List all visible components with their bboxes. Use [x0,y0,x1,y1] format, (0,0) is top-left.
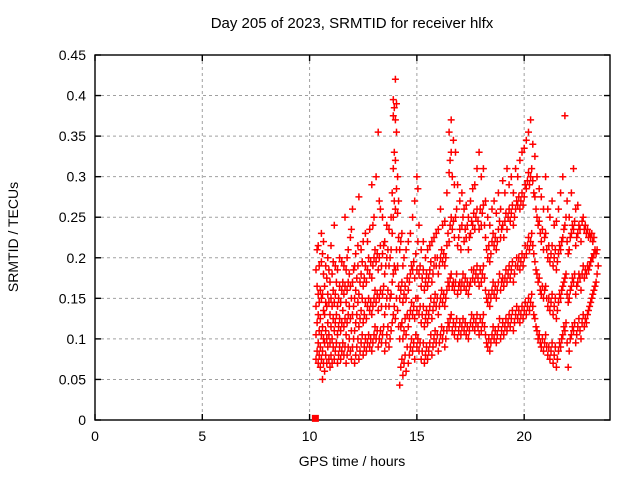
y-tick-label: 0 [78,412,86,428]
data-points [311,75,602,422]
y-tick-label: 0.35 [59,128,86,144]
y-axis-label: SRMTID / TECUs [5,182,21,292]
x-axis-label: GPS time / hours [299,453,406,469]
y-tick-label: 0.45 [59,47,86,63]
x-tick-label: 10 [302,428,318,444]
x-tick-label: 15 [409,428,425,444]
y-tick-label: 0.3 [67,169,87,185]
plot-frame-and-ticks [94,54,611,421]
data-points-srmtid [312,75,602,389]
tick-labels: 0 5 10 15 20 0 0.05 0.1 0.15 0.2 0.25 0.3 0.35 0.4 0.4… [59,47,532,444]
chart-title: Day 205 of 2023, SRMTID for receiver hlf… [211,15,494,32]
x-tick-label: 0 [91,428,99,444]
y-tick-label: 0.4 [67,88,87,104]
data-point-start-flag [311,414,319,422]
y-tick-label: 0.25 [59,209,86,225]
y-tick-label: 0.2 [67,250,87,266]
x-tick-label: 5 [198,428,206,444]
y-tick-label: 0.1 [67,331,87,347]
plot-border [94,54,611,421]
y-tick-label: 0.05 [59,371,86,387]
y-tick-label: 0.15 [59,290,86,306]
x-tick-label: 20 [516,428,532,444]
grid-lines [95,55,610,420]
